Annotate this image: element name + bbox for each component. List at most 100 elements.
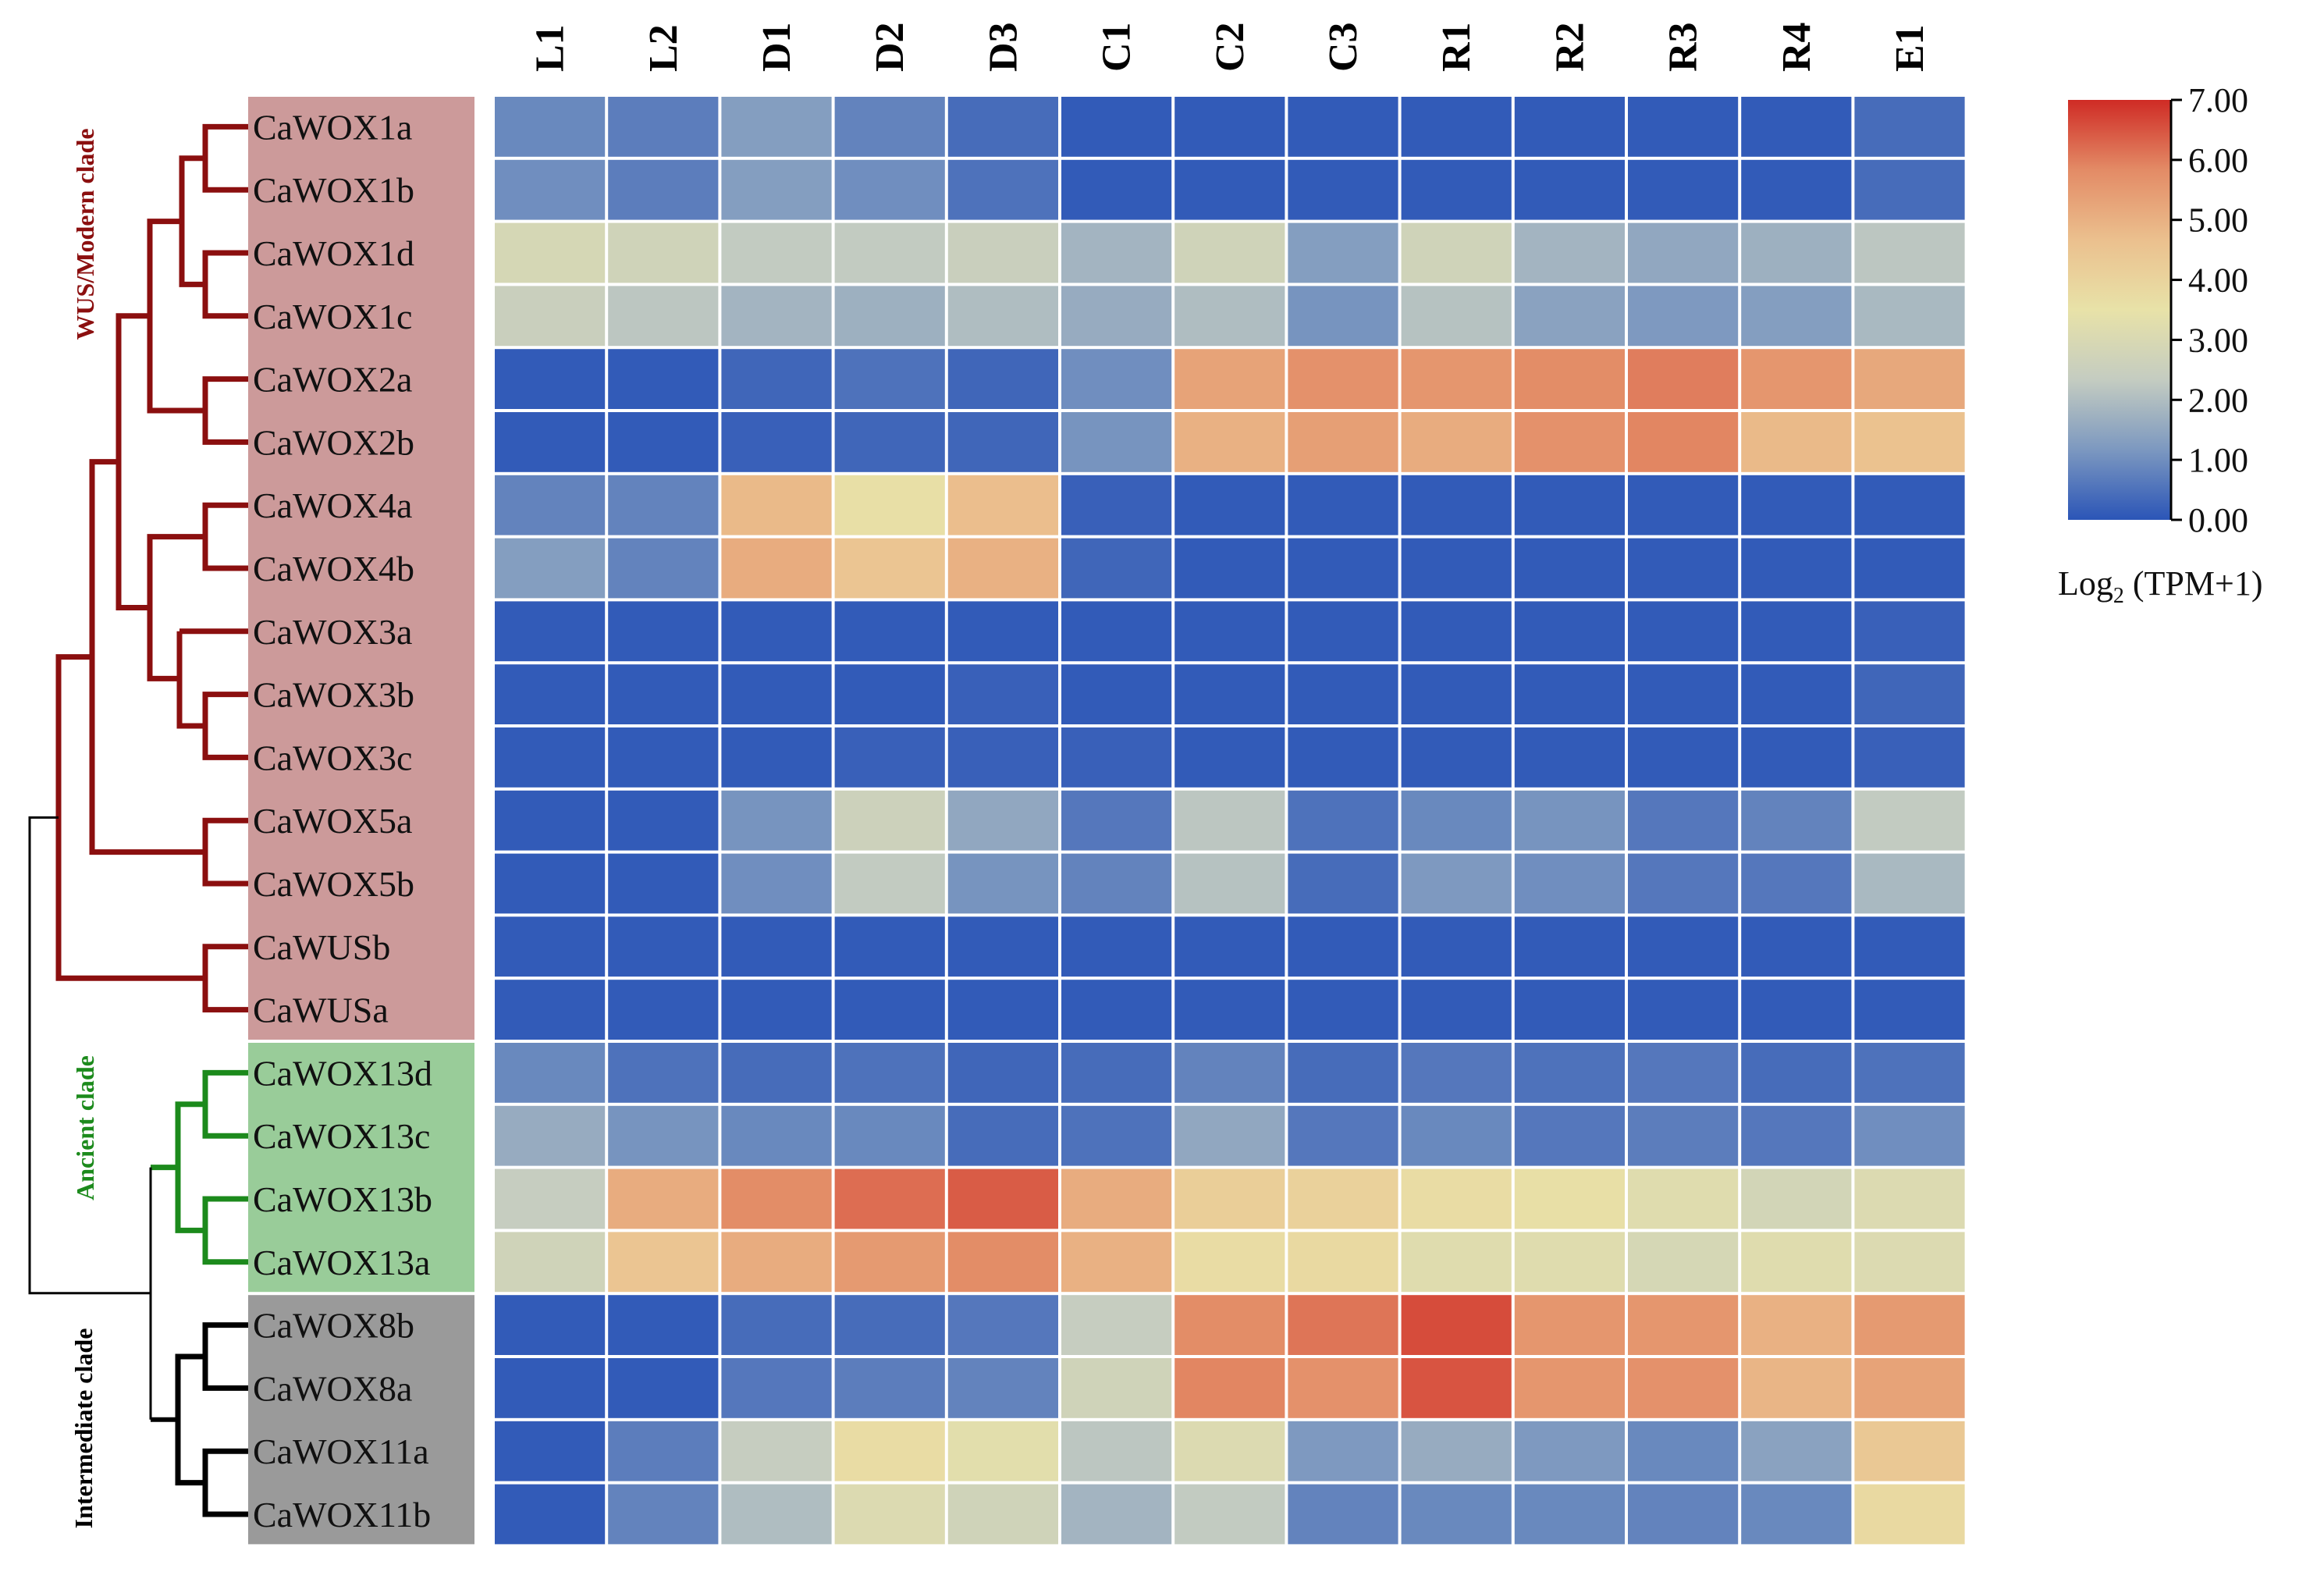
heatmap-cell-CaWOX1a-L2: [608, 97, 719, 157]
heatmap-cell-CaWOX8a-R4: [1741, 1358, 1852, 1418]
colorbar-tick-label: 1.00: [2188, 441, 2248, 479]
heatmap-cell-CaWOX11b-L2: [608, 1484, 719, 1545]
heatmap-cell-CaWUSa-C2: [1174, 980, 1285, 1040]
heatmap-cell-CaWOX2b-L1: [495, 412, 606, 472]
heatmap-cell-CaWOX8b-E1: [1854, 1295, 1965, 1355]
heatmap-cell-CaWOX5b-R3: [1628, 853, 1739, 914]
heatmap-cell-CaWOX8a-D1: [721, 1358, 832, 1418]
heatmap-cell-CaWUSa-C3: [1288, 980, 1398, 1040]
heatmap-cell-CaWOX1b-D3: [947, 159, 1058, 220]
heatmap-cell-CaWOX3c-R4: [1741, 727, 1852, 788]
dendrogram-branch: [202, 502, 248, 571]
heatmap-cell-CaWOX1b-C3: [1288, 159, 1398, 220]
heatmap-cell-CaWOX4a-C3: [1288, 475, 1398, 535]
heatmap-cell-CaWOX11a-E1: [1854, 1421, 1965, 1481]
column-label-C2: C2: [1208, 22, 1253, 72]
heatmap-cell-CaWOX8a-D3: [947, 1358, 1058, 1418]
clade-background-2: [248, 1295, 474, 1545]
heatmap-cell-CaWOX4a-D3: [947, 475, 1058, 535]
heatmap-cell-CaWOX3b-L1: [495, 664, 606, 724]
heatmap-cell-CaWOX2a-E1: [1854, 349, 1965, 409]
heatmap-cell-CaWOX8b-L1: [495, 1295, 606, 1355]
heatmap-cell-CaWOX8b-R4: [1741, 1295, 1852, 1355]
heatmap-cell-CaWOX13c-R4: [1741, 1105, 1852, 1166]
heatmap-cell-CaWOX4a-L1: [495, 475, 606, 535]
heatmap-cell-CaWOX11b-C2: [1174, 1484, 1285, 1545]
heatmap-cell-CaWOX13b-C3: [1288, 1168, 1398, 1229]
heatmap-cell-CaWOX8a-C1: [1061, 1358, 1172, 1418]
heatmap-cell-CaWOX4a-C2: [1174, 475, 1285, 535]
heatmap-cell-CaWOX5b-R1: [1401, 853, 1512, 914]
column-label-D2: D2: [868, 22, 912, 72]
heatmap-cell-CaWOX4b-C2: [1174, 538, 1285, 599]
heatmap-cell-CaWOX2a-D3: [947, 349, 1058, 409]
column-label-D3: D3: [981, 22, 1025, 72]
dendrogram-branch: [147, 219, 205, 414]
heatmap-cell-CaWUSa-R4: [1741, 980, 1852, 1040]
heatmap-cell-CaWUSa-L1: [495, 980, 606, 1040]
heatmap-cell-CaWOX2b-C3: [1288, 412, 1398, 472]
heatmap-cell-CaWOX8a-R2: [1514, 1358, 1625, 1418]
heatmap-cell-CaWOX8b-C1: [1061, 1295, 1172, 1355]
heatmap-cell-CaWOX13c-L1: [495, 1105, 606, 1166]
heatmap-cell-CaWOX5b-L1: [495, 853, 606, 914]
heatmap-cell-CaWOX4b-D1: [721, 538, 832, 599]
heatmap-cell-CaWOX11a-C3: [1288, 1421, 1398, 1481]
heatmap-cell-CaWUSb-D1: [721, 916, 832, 977]
colorbar-tick-label: 3.00: [2188, 321, 2248, 359]
row-label-CaWUSa: CaWUSa: [253, 991, 389, 1030]
heatmap-cell-CaWOX5a-D2: [834, 790, 945, 851]
heatmap-cell-CaWOX1b-R1: [1401, 159, 1512, 220]
heatmap-cell-CaWOX5b-E1: [1854, 853, 1965, 914]
heatmap-cell-CaWOX3a-D3: [947, 601, 1058, 662]
heatmap-cell-CaWOX8b-D2: [834, 1295, 945, 1355]
heatmap-cell-CaWOX1c-C1: [1061, 286, 1172, 347]
heatmap-cell-CaWOX3b-R3: [1628, 664, 1739, 724]
clade-background-1: [248, 1043, 474, 1293]
heatmap-cell-CaWOX13a-L1: [495, 1232, 606, 1293]
heatmap-cell-CaWOX13b-D2: [834, 1168, 945, 1229]
heatmap-cell-CaWUSb-L1: [495, 916, 606, 977]
heatmap-cell-CaWOX1b-D1: [721, 159, 832, 220]
heatmap-cell-CaWOX4b-R4: [1741, 538, 1852, 599]
heatmap-cell-CaWOX5b-R4: [1741, 853, 1852, 914]
heatmap-cell-CaWOX13d-R2: [1514, 1043, 1625, 1103]
heatmap-cell-CaWOX1d-L1: [495, 222, 606, 283]
colorbar-gradient: [2068, 100, 2171, 520]
heatmap-cell-CaWOX2b-D1: [721, 412, 832, 472]
colorbar-tick-label: 5.00: [2188, 201, 2248, 240]
heatmap-cell-CaWOX3a-R1: [1401, 601, 1512, 662]
heatmap-cell-CaWUSb-E1: [1854, 916, 1965, 977]
heatmap-cell-CaWOX5a-D3: [947, 790, 1058, 851]
heatmap-cell-CaWOX5a-E1: [1854, 790, 1965, 851]
heatmap-cell-CaWOX4a-R1: [1401, 475, 1512, 535]
heatmap-cell-CaWUSa-R3: [1628, 980, 1739, 1040]
row-label-CaWOX2b: CaWOX2b: [253, 422, 414, 462]
heatmap-cell-CaWUSa-D1: [721, 980, 832, 1040]
heatmap-cell-CaWOX3c-R2: [1514, 727, 1625, 788]
heatmap-cell-CaWOX13c-R2: [1514, 1105, 1625, 1166]
row-label-CaWOX1a: CaWOX1a: [253, 107, 412, 147]
heatmap-cell-CaWOX1c-R2: [1514, 286, 1625, 347]
heatmap-cell-CaWOX13b-L1: [495, 1168, 606, 1229]
heatmap-cell-CaWOX4a-D2: [834, 475, 945, 535]
row-label-CaWOX4b: CaWOX4b: [253, 549, 414, 589]
heatmap-cell-CaWOX4b-R3: [1628, 538, 1739, 599]
heatmap-cell-CaWUSb-C3: [1288, 916, 1398, 977]
heatmap-cell-CaWOX5b-C3: [1288, 853, 1398, 914]
heatmap-cell-CaWOX11b-R4: [1741, 1484, 1852, 1545]
heatmap-cell-CaWOX11b-C3: [1288, 1484, 1398, 1545]
dendrogram-branch: [175, 1101, 205, 1233]
heatmap-cell-CaWOX4b-R1: [1401, 538, 1512, 599]
column-label-L2: L2: [641, 24, 686, 72]
heatmap-cell-CaWOX11a-L1: [495, 1421, 606, 1481]
heatmap-cell-CaWOX8a-D2: [834, 1358, 945, 1418]
heatmap-cell-CaWOX1a-R1: [1401, 97, 1512, 157]
heatmap-cell-CaWOX3c-L2: [608, 727, 719, 788]
heatmap-cell-CaWOX13b-C2: [1174, 1168, 1285, 1229]
heatmap-cell-CaWOX11b-D1: [721, 1484, 832, 1545]
heatmap-cell-CaWUSb-R2: [1514, 916, 1625, 977]
heatmap-cell-CaWOX13a-R2: [1514, 1232, 1625, 1293]
heatmap-cell-CaWOX5b-L2: [608, 853, 719, 914]
